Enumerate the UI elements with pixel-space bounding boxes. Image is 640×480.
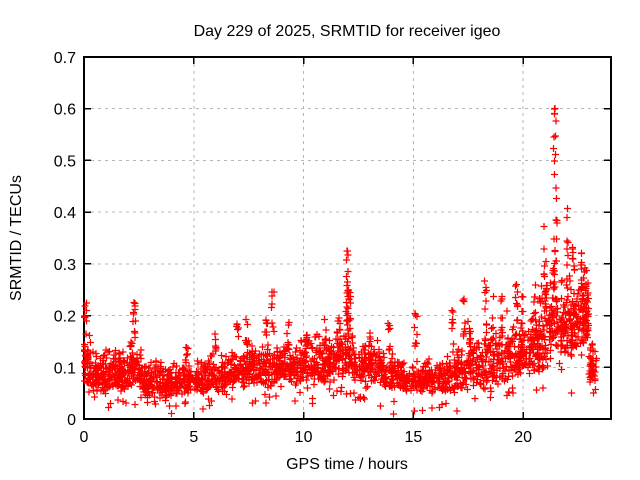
y-tick-label: 0.2 xyxy=(54,309,76,326)
x-tick-label: 15 xyxy=(404,429,422,446)
y-tick-label: 0.6 xyxy=(54,102,76,119)
y-axis-label: SRMTID / TECUs xyxy=(8,175,25,301)
y-tick-label: 0.7 xyxy=(54,50,76,67)
axis-tick-marks xyxy=(83,56,611,420)
axis-tick-labels: 0 5 10 15 20 0 0.1 0.2 0.3 0.4 0.5 0.6 0.7 xyxy=(54,50,532,446)
y-tick-label: 0.4 xyxy=(54,205,76,222)
x-tick-label: 20 xyxy=(514,429,532,446)
y-tick-label: 0.3 xyxy=(54,257,76,274)
y-tick-label: 0.5 xyxy=(54,153,76,170)
plot-border xyxy=(83,56,612,420)
x-axis-label: GPS time / hours xyxy=(286,456,408,473)
x-tick-label: 10 xyxy=(295,429,313,446)
x-tick-label: 0 xyxy=(80,429,89,446)
y-tick-label: 0 xyxy=(67,412,76,429)
scatter-points xyxy=(81,105,600,418)
y-tick-label: 0.1 xyxy=(54,360,76,377)
chart-title: Day 229 of 2025, SRMTID for receiver ige… xyxy=(194,23,501,40)
x-tick-label: 5 xyxy=(189,429,198,446)
